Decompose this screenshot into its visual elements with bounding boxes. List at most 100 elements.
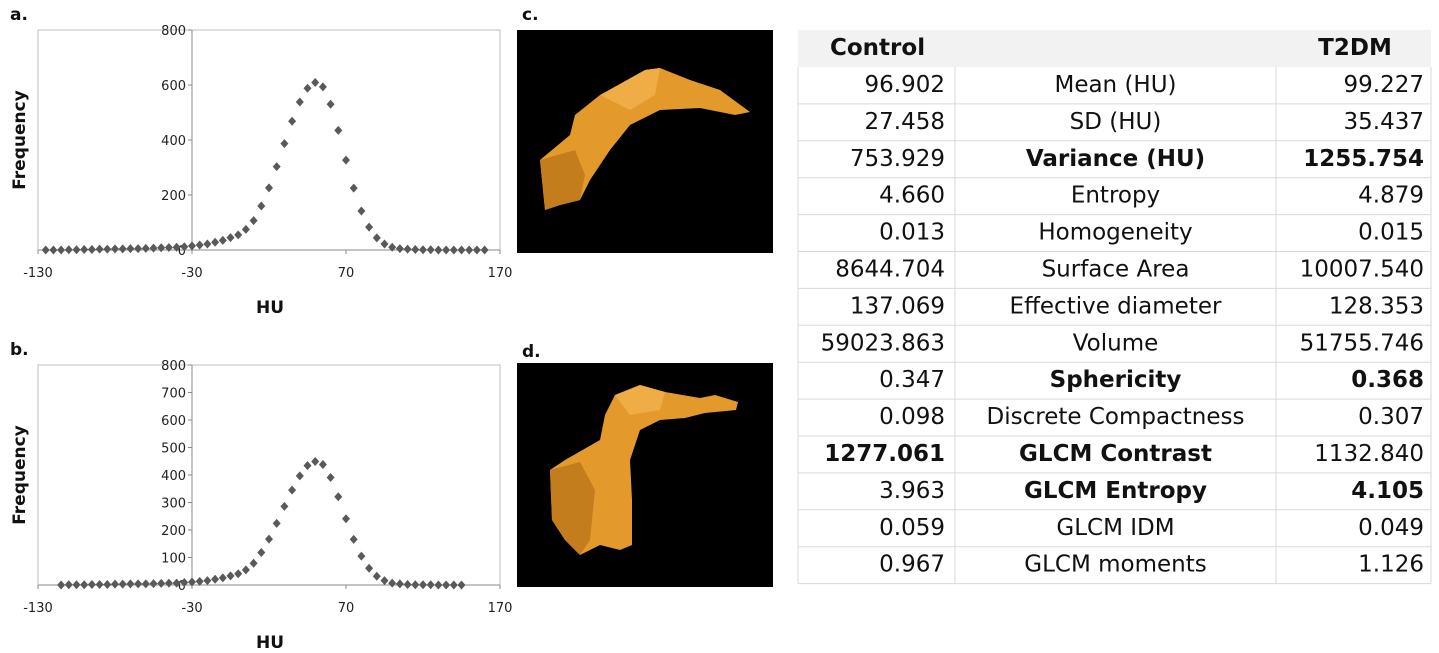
panel-label: c.: [522, 5, 539, 25]
cell: 0.098: [879, 404, 945, 430]
render-d: [517, 363, 773, 587]
y-tick-label: 700: [161, 387, 186, 402]
point: [350, 184, 358, 193]
point: [157, 243, 165, 252]
panel-label: d.: [522, 342, 541, 362]
point: [80, 245, 88, 254]
point: [304, 461, 312, 470]
y-tick-label: 200: [161, 189, 186, 204]
point: [373, 572, 381, 581]
point: [65, 245, 73, 254]
point: [350, 535, 358, 544]
point: [219, 236, 227, 245]
point: [357, 552, 365, 561]
point: [80, 580, 88, 589]
point: [103, 580, 111, 589]
point: [126, 244, 134, 253]
cell: Sphericity: [1050, 367, 1182, 393]
point: [211, 575, 219, 584]
x-axis-label: HU: [256, 633, 284, 653]
cell: GLCM Contrast: [1019, 441, 1212, 467]
point: [234, 569, 242, 578]
point: [381, 239, 389, 248]
cell: 0.967: [879, 552, 945, 578]
point: [73, 245, 81, 254]
x-tick-label: 70: [338, 266, 355, 281]
point: [296, 98, 304, 107]
cell: 1255.754: [1303, 146, 1424, 172]
point: [142, 244, 150, 253]
cell: SD (HU): [1070, 109, 1162, 135]
point: [381, 576, 389, 585]
point: [157, 579, 165, 588]
cell: 1277.061: [824, 441, 945, 467]
cell: Variance (HU): [1026, 146, 1205, 172]
point: [126, 579, 134, 588]
point: [296, 471, 304, 480]
point: [319, 82, 327, 91]
point: [334, 126, 342, 135]
panel-label: b.: [10, 340, 29, 360]
point: [396, 579, 404, 588]
figure: c. d. ControlT2DM96.902Mean (HU)99.22727…: [0, 0, 1439, 653]
cell: 128.353: [1329, 293, 1424, 319]
point: [365, 223, 373, 232]
cell: 10007.540: [1300, 256, 1424, 282]
point: [327, 100, 335, 109]
point: [388, 579, 396, 588]
point: [57, 246, 65, 255]
y-tick-label: 400: [161, 134, 186, 149]
point: [280, 502, 288, 511]
cell: 35.437: [1344, 109, 1424, 135]
cell: 4.879: [1358, 183, 1424, 209]
point: [288, 486, 296, 495]
point: [150, 579, 158, 588]
cell: Effective diameter: [1010, 293, 1222, 319]
point: [458, 581, 466, 590]
cell: Volume: [1073, 330, 1159, 356]
point: [42, 246, 50, 255]
point: [65, 580, 73, 589]
cell: GLCM moments: [1024, 552, 1206, 578]
point: [304, 84, 312, 93]
point: [142, 579, 150, 588]
y-tick-label: 200: [161, 524, 186, 539]
x-axis-label: HU: [256, 298, 284, 318]
x-tick-label: 70: [338, 601, 355, 616]
point: [119, 244, 127, 253]
point: [419, 580, 427, 589]
point: [404, 580, 412, 589]
point: [481, 246, 489, 255]
point: [280, 139, 288, 148]
y-tick-label: 500: [161, 442, 186, 457]
cell: 1132.840: [1314, 441, 1424, 467]
y-tick-label: 600: [161, 414, 186, 429]
cell: 0.307: [1358, 404, 1424, 430]
x-tick-label: -130: [23, 601, 53, 616]
point: [342, 514, 350, 523]
cell: 0.368: [1351, 367, 1424, 393]
point: [242, 565, 250, 574]
point: [257, 548, 265, 557]
point: [273, 162, 281, 171]
point: [165, 243, 173, 252]
cell: 96.902: [865, 72, 945, 98]
point: [134, 579, 142, 588]
cell: 4.105: [1351, 478, 1424, 504]
cell: 8644.704: [835, 256, 945, 282]
point: [96, 245, 104, 254]
point: [273, 519, 281, 528]
point: [465, 246, 473, 255]
point: [442, 581, 450, 590]
cell: 137.069: [850, 293, 945, 319]
cell: GLCM IDM: [1056, 515, 1174, 541]
x-tick-label: -130: [23, 266, 53, 281]
point: [311, 78, 319, 87]
point: [57, 581, 65, 590]
cell: 1.126: [1358, 552, 1424, 578]
cell: Discrete Compactness: [987, 404, 1245, 430]
point: [450, 246, 458, 255]
header-cell: Control: [830, 35, 925, 61]
point: [196, 241, 204, 250]
